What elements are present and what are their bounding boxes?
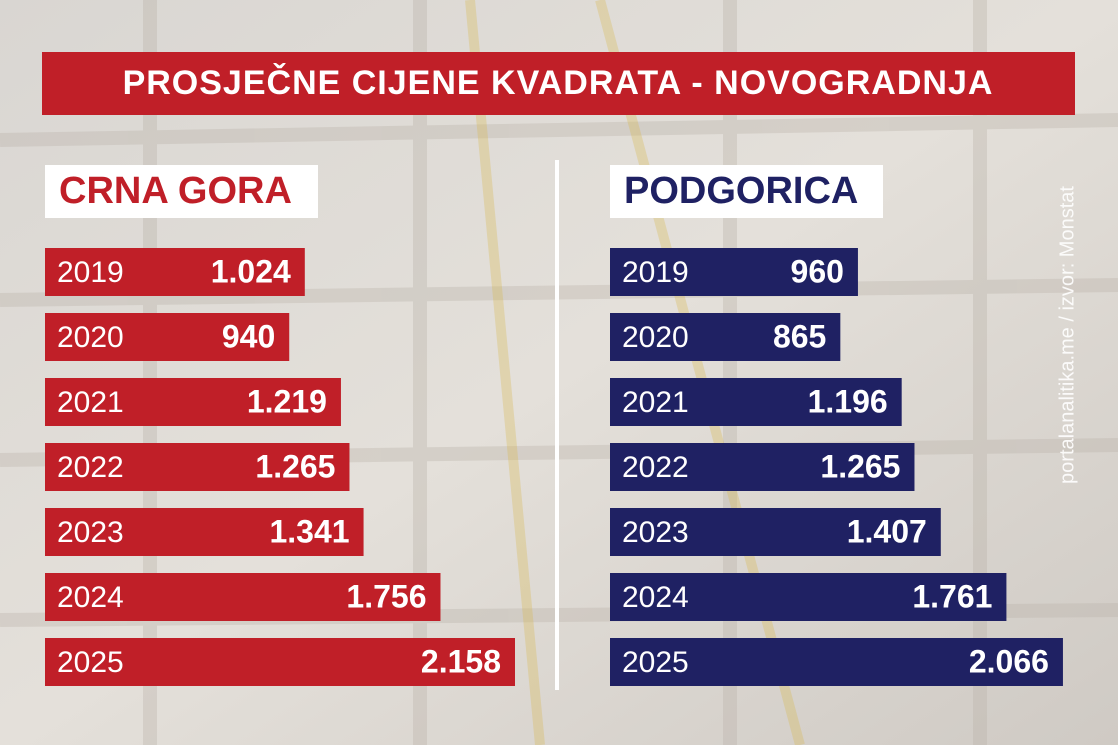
- value-label: 2.158: [421, 643, 501, 679]
- category-label: 2020: [57, 321, 124, 354]
- category-label: 2024: [622, 581, 689, 614]
- category-label: 2019: [57, 256, 124, 289]
- bar: [45, 508, 364, 556]
- value-label: 1.024: [211, 253, 291, 289]
- category-label: 2021: [622, 386, 689, 419]
- value-label: 1.219: [247, 383, 327, 419]
- chart-title: PROSJEČNE CIJENE KVADRATA - NOVOGRADNJA: [123, 63, 994, 102]
- bar: [45, 573, 441, 621]
- value-label: 1.407: [847, 513, 927, 549]
- value-label: 1.761: [912, 578, 992, 614]
- category-label: 2025: [57, 646, 124, 679]
- bar: [610, 378, 902, 426]
- category-label: 2024: [57, 581, 124, 614]
- bar: [610, 248, 858, 296]
- chart-header: CRNA GORA: [59, 170, 292, 212]
- bar: [610, 313, 841, 361]
- value-label: 1.196: [808, 383, 888, 419]
- chart-header-box: [45, 165, 318, 218]
- value-label: 940: [222, 318, 275, 354]
- bar: [610, 638, 1063, 686]
- bar: [45, 638, 515, 686]
- category-label: 2022: [57, 451, 124, 484]
- category-label: 2019: [622, 256, 689, 289]
- category-label: 2022: [622, 451, 689, 484]
- bar: [45, 313, 290, 361]
- value-label: 1.756: [346, 578, 426, 614]
- chart-header: PODGORICA: [624, 170, 858, 212]
- bar: [45, 443, 350, 491]
- title-banner: [42, 52, 1075, 115]
- value-label: 2.066: [969, 643, 1049, 679]
- value-label: 1.265: [820, 448, 900, 484]
- category-label: 2025: [622, 646, 689, 679]
- value-label: 1.341: [269, 513, 349, 549]
- category-label: 2021: [57, 386, 124, 419]
- bar: [610, 443, 915, 491]
- category-label: 2023: [57, 516, 124, 549]
- chart-header-box: [610, 165, 883, 218]
- category-label: 2023: [622, 516, 689, 549]
- bar: [610, 508, 941, 556]
- value-label: 865: [773, 318, 826, 354]
- category-label: 2020: [622, 321, 689, 354]
- bar: [610, 573, 1007, 621]
- bar: [45, 248, 305, 296]
- value-label: 1.265: [255, 448, 335, 484]
- source: portalanalitika.me / izvor: Monstat: [1056, 186, 1078, 484]
- value-label: 960: [791, 253, 844, 289]
- bar: [45, 378, 341, 426]
